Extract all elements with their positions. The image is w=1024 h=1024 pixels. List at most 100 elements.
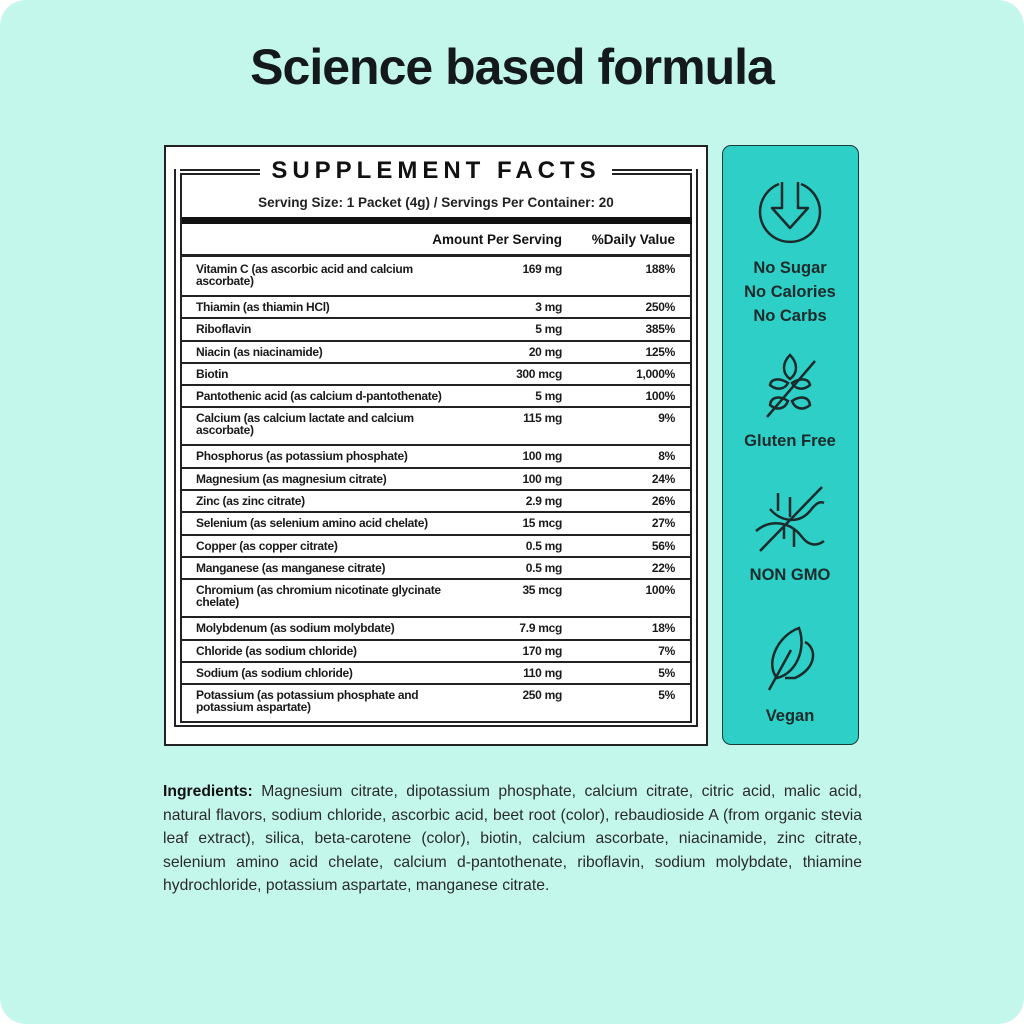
table-row: Niacin (as niacinamide) 20 mg 125% (182, 342, 692, 364)
nutrient-name: Magnesium (as magnesium citrate) (196, 471, 387, 486)
nutrient-name: Vitamin C (as ascorbic acid and calcium … (196, 262, 413, 288)
nutrient-name: Sodium (as sodium chloride) (196, 665, 353, 680)
table-row: Potassium (as potassium phosphate and po… (182, 685, 692, 723)
nutrient-name: Riboflavin (196, 322, 252, 337)
nutrient-amount: 100 mg (522, 471, 562, 486)
nutrient-dv: 9% (658, 411, 675, 426)
heading-rule-left (180, 169, 260, 175)
nutrient-amount: 100 mg (522, 449, 562, 464)
nutrient-dv: 18% (651, 621, 675, 636)
nutrient-name: Manganese (as manganese citrate) (196, 560, 386, 575)
nutrient-amount: 250 mg (522, 688, 562, 703)
badge-label: Vegan (765, 707, 815, 725)
badge-no-sugar: No Sugar No Calories No Carbs (723, 176, 857, 328)
badge-label: Gluten Free (744, 432, 836, 450)
nutrient-name: Zinc (as zinc citrate) (196, 494, 305, 509)
table-row: Calcium (as calcium lactate and calcium … (182, 408, 692, 447)
heading-rule-right (612, 169, 692, 175)
nutrient-dv: 5% (658, 688, 675, 703)
nutrient-name: Chromium (as chromium nicotinate glycina… (196, 583, 441, 610)
table-row: Molybdenum (as sodium molybdate) 7.9 mcg 1… (182, 618, 692, 641)
badge-line: No Calories (744, 283, 836, 301)
nutrient-dv: 188% (645, 262, 676, 276)
col-amount: Amount Per Serving (432, 232, 562, 247)
nutrient-name: Pantothenic acid (as calcium d-pantothen… (196, 389, 442, 404)
nutrient-amount: 169 mg (522, 262, 562, 276)
table-row: Phosphorus (as potassium phosphate) 100 m… (182, 446, 692, 469)
nutrient-dv: 7% (658, 643, 675, 658)
frame-border (180, 173, 692, 723)
serving-size: Serving Size: 1 Packet (4g) / Servings P… (258, 195, 614, 210)
no-wheat-icon (766, 353, 816, 418)
badge-line: No Sugar (753, 259, 827, 277)
nutrient-amount: 5 mg (535, 389, 562, 404)
nutrient-amount: 15 mcg (522, 516, 562, 531)
nutrient-dv: 100% (645, 583, 676, 598)
badge-non-gmo: NON GMO (723, 481, 857, 587)
nutrient-amount: 7.9 mcg (519, 621, 562, 636)
nutrient-name: Thiamin (as thiamin HCl) (196, 300, 330, 314)
nutrient-dv: 27% (651, 516, 675, 531)
nutrient-amount: 110 mg (523, 665, 562, 680)
nutrient-dv: 24% (651, 471, 675, 486)
table-row: Biotin 300 mcg 1,000% (182, 364, 692, 387)
table-row: Copper (as copper citrate) 0.5 mg 56% (182, 536, 692, 558)
nutrient-name: Copper (as copper citrate) (196, 538, 338, 553)
table-row: Sodium (as sodium chloride) 110 mg 5% (182, 663, 692, 686)
table-row: Thiamin (as thiamin HCl) 3 mg 250% (182, 297, 692, 320)
table-row: Magnesium (as magnesium citrate) 100 mg 24… (182, 469, 692, 492)
nutrient-dv: 1,000% (636, 366, 675, 381)
supplement-facts-panel: SUPPLEMENT FACTS Serving Size: 1 Packet … (164, 145, 708, 746)
nutrient-dv: 250% (645, 300, 676, 314)
nutrient-table: Vitamin C (as ascorbic acid and calcium … (182, 259, 692, 723)
nutrient-amount: 300 mcg (516, 366, 562, 381)
nutrient-amount: 5 mg (535, 322, 562, 337)
ingredients-text: Ingredients: Magnesium citrate, dipotass… (163, 780, 862, 898)
table-row: Zinc (as zinc citrate) 2.9 mg 26% (182, 491, 692, 514)
ingredients-list: Magnesium citrate, dipotassium phosphate… (163, 783, 862, 894)
nutrient-dv: 22% (651, 560, 675, 575)
down-arrow-circle-icon (758, 182, 822, 244)
claims-panel: No Sugar No Calories No Carbs Gluten Free … (722, 145, 859, 745)
nutrient-dv: 100% (645, 389, 676, 404)
nutrient-dv: 125% (645, 344, 676, 359)
badge-gluten-free: Gluten Free (723, 351, 857, 453)
nutrient-amount: 20 mg (528, 344, 562, 359)
nutrient-name: Molybdenum (as sodium molybdate) (196, 621, 395, 636)
ingredients-label: Ingredients: (163, 783, 253, 800)
nutrient-amount: 2.9 mg (525, 494, 563, 509)
page-title: Science based formula (250, 39, 775, 95)
no-dna-icon (755, 486, 825, 552)
nutrient-amount: 3 mg (535, 300, 562, 314)
table-row: Riboflavin 5 mg 385% (182, 319, 692, 342)
nutrient-dv: 8% (658, 449, 675, 464)
divider (182, 217, 692, 224)
nutrient-dv: 5% (658, 665, 675, 680)
nutrient-name: Potassium (as potassium phosphate and po… (196, 688, 419, 715)
table-row: Selenium (as selenium amino acid chelate… (182, 513, 692, 536)
nutrient-name: Selenium (as selenium amino acid chelate… (196, 516, 428, 531)
nutrient-amount: 115 mg (523, 411, 562, 426)
nutrient-amount: 170 mg (522, 643, 562, 658)
nutrient-amount: 35 mcg (522, 583, 562, 598)
nutrient-dv: 26% (651, 494, 675, 509)
nutrient-name: Calcium (as calcium lactate and calcium … (196, 411, 414, 438)
nutrient-name: Niacin (as niacinamide) (196, 344, 323, 359)
col-daily-value: %Daily Value (591, 232, 675, 247)
facts-heading: SUPPLEMENT FACTS (166, 157, 706, 185)
nutrient-name: Chloride (as sodium chloride) (196, 643, 357, 658)
facts-heading-text: SUPPLEMENT FACTS (261, 157, 611, 184)
frame-border (174, 169, 698, 727)
nutrient-amount: 0.5 mg (525, 538, 563, 553)
nutrient-name: Phosphorus (as potassium phosphate) (196, 449, 408, 464)
leaf-icon (767, 626, 815, 691)
badge-vegan: Vegan (723, 624, 857, 728)
table-row: Vitamin C (as ascorbic acid and calcium … (182, 259, 692, 297)
table-row: Chromium (as chromium nicotinate glycina… (182, 580, 692, 619)
badge-line: No Carbs (753, 307, 827, 325)
table-row: Pantothenic acid (as calcium d-pantothen… (182, 386, 692, 409)
badge-label: NON GMO (749, 566, 831, 584)
table-row: Chloride (as sodium chloride) 170 mg 7% (182, 641, 692, 663)
nutrient-amount: 0.5 mg (525, 560, 563, 575)
